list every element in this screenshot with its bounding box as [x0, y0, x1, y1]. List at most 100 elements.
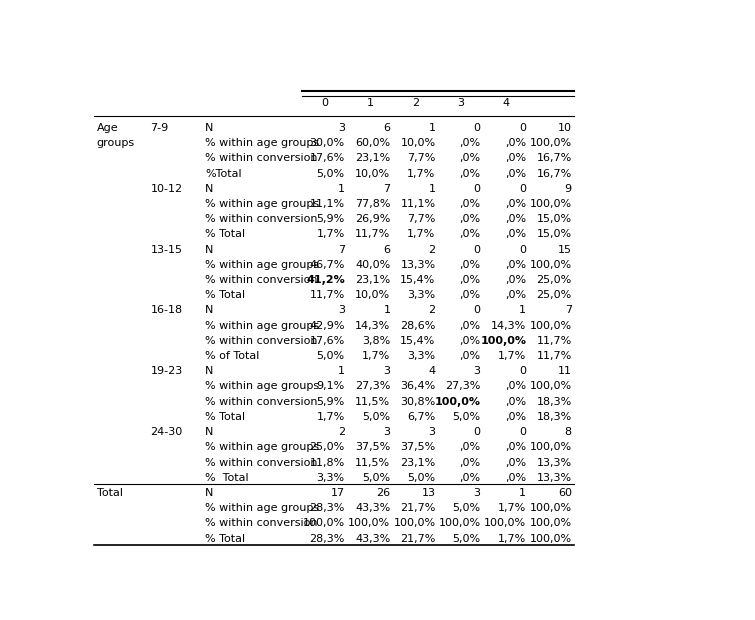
- Text: 5,0%: 5,0%: [452, 412, 480, 422]
- Text: N: N: [205, 184, 214, 194]
- Text: 7-9: 7-9: [150, 123, 169, 133]
- Text: 1,7%: 1,7%: [362, 351, 390, 361]
- Text: 25,0%: 25,0%: [537, 290, 572, 300]
- Text: ,0%: ,0%: [460, 321, 480, 330]
- Text: % Total: % Total: [205, 290, 245, 300]
- Text: 23,1%: 23,1%: [400, 458, 436, 467]
- Text: 100,0%: 100,0%: [530, 321, 572, 330]
- Text: 17,6%: 17,6%: [310, 153, 345, 163]
- Text: 10,0%: 10,0%: [356, 169, 390, 179]
- Text: 9: 9: [565, 184, 572, 194]
- Text: ,0%: ,0%: [505, 169, 526, 179]
- Text: 3: 3: [384, 366, 390, 376]
- Text: 100,0%: 100,0%: [530, 199, 572, 209]
- Text: 1: 1: [384, 306, 390, 316]
- Text: 0: 0: [473, 123, 480, 133]
- Text: 3,3%: 3,3%: [316, 472, 345, 483]
- Text: 100,0%: 100,0%: [530, 260, 572, 270]
- Text: N: N: [205, 427, 214, 437]
- Text: ,0%: ,0%: [460, 290, 480, 300]
- Text: 100,0%: 100,0%: [530, 138, 572, 148]
- Text: 11,7%: 11,7%: [537, 351, 572, 361]
- Text: 0: 0: [321, 98, 328, 108]
- Text: 2: 2: [428, 245, 436, 255]
- Text: 8: 8: [565, 427, 572, 437]
- Text: 77,8%: 77,8%: [355, 199, 390, 209]
- Text: % within age groups: % within age groups: [205, 138, 319, 148]
- Text: ,0%: ,0%: [460, 169, 480, 179]
- Text: 11,7%: 11,7%: [310, 290, 345, 300]
- Text: % within age groups: % within age groups: [205, 321, 319, 330]
- Text: 100,0%: 100,0%: [303, 518, 345, 528]
- Text: ,0%: ,0%: [505, 153, 526, 163]
- Text: 14,3%: 14,3%: [355, 321, 390, 330]
- Text: 27,3%: 27,3%: [445, 381, 480, 391]
- Text: 15: 15: [558, 245, 572, 255]
- Text: 6: 6: [384, 245, 390, 255]
- Text: 10: 10: [558, 123, 572, 133]
- Text: % within age groups: % within age groups: [205, 260, 319, 270]
- Text: % of Total: % of Total: [205, 351, 259, 361]
- Text: 7: 7: [565, 306, 572, 316]
- Text: 3: 3: [429, 427, 436, 437]
- Text: Age: Age: [97, 123, 119, 133]
- Text: 13,3%: 13,3%: [537, 472, 572, 483]
- Text: 6: 6: [384, 123, 390, 133]
- Text: 5,9%: 5,9%: [316, 397, 345, 407]
- Text: ,0%: ,0%: [460, 336, 480, 346]
- Text: 11,1%: 11,1%: [400, 199, 436, 209]
- Text: 25,0%: 25,0%: [537, 275, 572, 285]
- Text: 0: 0: [519, 366, 526, 376]
- Text: 3: 3: [337, 123, 345, 133]
- Text: % within conversion: % within conversion: [205, 518, 317, 528]
- Text: ,0%: ,0%: [460, 472, 480, 483]
- Text: 36,4%: 36,4%: [400, 381, 436, 391]
- Text: N: N: [205, 245, 214, 255]
- Text: 16,7%: 16,7%: [537, 169, 572, 179]
- Text: 17: 17: [331, 488, 345, 498]
- Text: ,0%: ,0%: [460, 442, 480, 453]
- Text: N: N: [205, 366, 214, 376]
- Text: 100,0%: 100,0%: [439, 518, 480, 528]
- Text: ,0%: ,0%: [505, 229, 526, 239]
- Text: 3,8%: 3,8%: [362, 336, 390, 346]
- Text: 26: 26: [376, 488, 390, 498]
- Text: 11: 11: [558, 366, 572, 376]
- Text: % within conversion: % within conversion: [205, 397, 317, 407]
- Text: 42,9%: 42,9%: [310, 321, 345, 330]
- Text: 100,0%: 100,0%: [393, 518, 436, 528]
- Text: 3: 3: [384, 427, 390, 437]
- Text: 7,7%: 7,7%: [407, 153, 436, 163]
- Text: 0: 0: [519, 427, 526, 437]
- Text: 1: 1: [519, 488, 526, 498]
- Text: ,0%: ,0%: [505, 412, 526, 422]
- Text: 100,0%: 100,0%: [530, 442, 572, 453]
- Text: 1,7%: 1,7%: [407, 229, 436, 239]
- Text: 2: 2: [337, 427, 345, 437]
- Text: 10-12: 10-12: [150, 184, 183, 194]
- Text: 1,7%: 1,7%: [498, 351, 526, 361]
- Text: 0: 0: [519, 184, 526, 194]
- Text: ,0%: ,0%: [460, 275, 480, 285]
- Text: ,0%: ,0%: [505, 199, 526, 209]
- Text: % within conversion: % within conversion: [205, 458, 317, 467]
- Text: 21,7%: 21,7%: [400, 534, 436, 544]
- Text: 13,3%: 13,3%: [400, 260, 436, 270]
- Text: ,0%: ,0%: [460, 214, 480, 224]
- Text: 1,7%: 1,7%: [498, 534, 526, 544]
- Text: 9,1%: 9,1%: [316, 381, 345, 391]
- Text: 24-30: 24-30: [150, 427, 183, 437]
- Text: 15,4%: 15,4%: [400, 275, 436, 285]
- Text: 43,3%: 43,3%: [355, 503, 390, 513]
- Text: 25,0%: 25,0%: [310, 442, 345, 453]
- Text: N: N: [205, 123, 214, 133]
- Text: % within conversion: % within conversion: [205, 275, 317, 285]
- Text: 30,0%: 30,0%: [310, 138, 345, 148]
- Text: groups: groups: [97, 138, 135, 148]
- Text: 10,0%: 10,0%: [400, 138, 436, 148]
- Text: 7: 7: [337, 245, 345, 255]
- Text: 13,3%: 13,3%: [537, 458, 572, 467]
- Text: 28,6%: 28,6%: [400, 321, 436, 330]
- Text: 3,3%: 3,3%: [408, 351, 436, 361]
- Text: N: N: [205, 488, 214, 498]
